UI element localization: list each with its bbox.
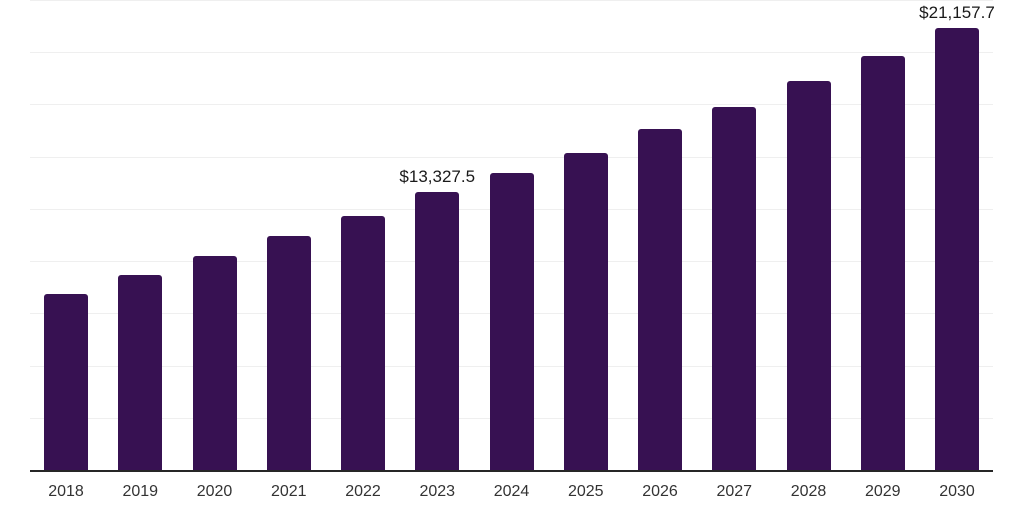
x-tick-2020: 2020 — [196, 483, 233, 500]
x-tick-2023: 2023 — [419, 483, 456, 500]
bar-2021 — [266, 236, 311, 470]
plot-area: $13,327.5 $21,157.7 — [30, 0, 995, 472]
x-tick-2024: 2024 — [493, 483, 530, 500]
data-label-2023: $13,327.5 — [399, 166, 476, 186]
bar-2018 — [44, 294, 88, 470]
bar-2029 — [860, 56, 905, 470]
gridline-22500 — [30, 0, 993, 1]
x-tick-2025: 2025 — [567, 483, 604, 500]
bar-2028 — [786, 81, 831, 470]
data-label-2030: $21,157.7 — [919, 3, 995, 23]
x-tick-2019: 2019 — [122, 483, 159, 500]
x-tick-2026: 2026 — [642, 483, 678, 500]
gridline-15000 — [30, 156, 993, 158]
bar-2026 — [638, 128, 682, 470]
x-tick-2018: 2018 — [48, 483, 84, 500]
gridline-20000 — [30, 52, 993, 54]
bar-2024 — [489, 173, 534, 470]
x-tick-2030: 2030 — [939, 483, 975, 500]
x-tick-2022: 2022 — [345, 483, 381, 500]
bar-2022 — [341, 216, 385, 470]
x-tick-2027: 2027 — [716, 483, 753, 500]
bar-2020 — [192, 255, 237, 470]
bar-2027 — [712, 106, 757, 470]
bar-2025 — [563, 153, 608, 470]
bar-2019 — [118, 274, 163, 470]
x-tick-2021: 2021 — [270, 483, 307, 500]
bar-2023 — [415, 191, 460, 470]
x-tick-2028: 2028 — [790, 483, 827, 500]
gridline-17500 — [30, 104, 993, 106]
x-tick-2029: 2029 — [864, 483, 901, 500]
x-axis: 2018 2019 2020 2021 2022 2023 2024 2025 2026 2027… — [30, 482, 993, 506]
bar-2030 — [935, 28, 979, 470]
